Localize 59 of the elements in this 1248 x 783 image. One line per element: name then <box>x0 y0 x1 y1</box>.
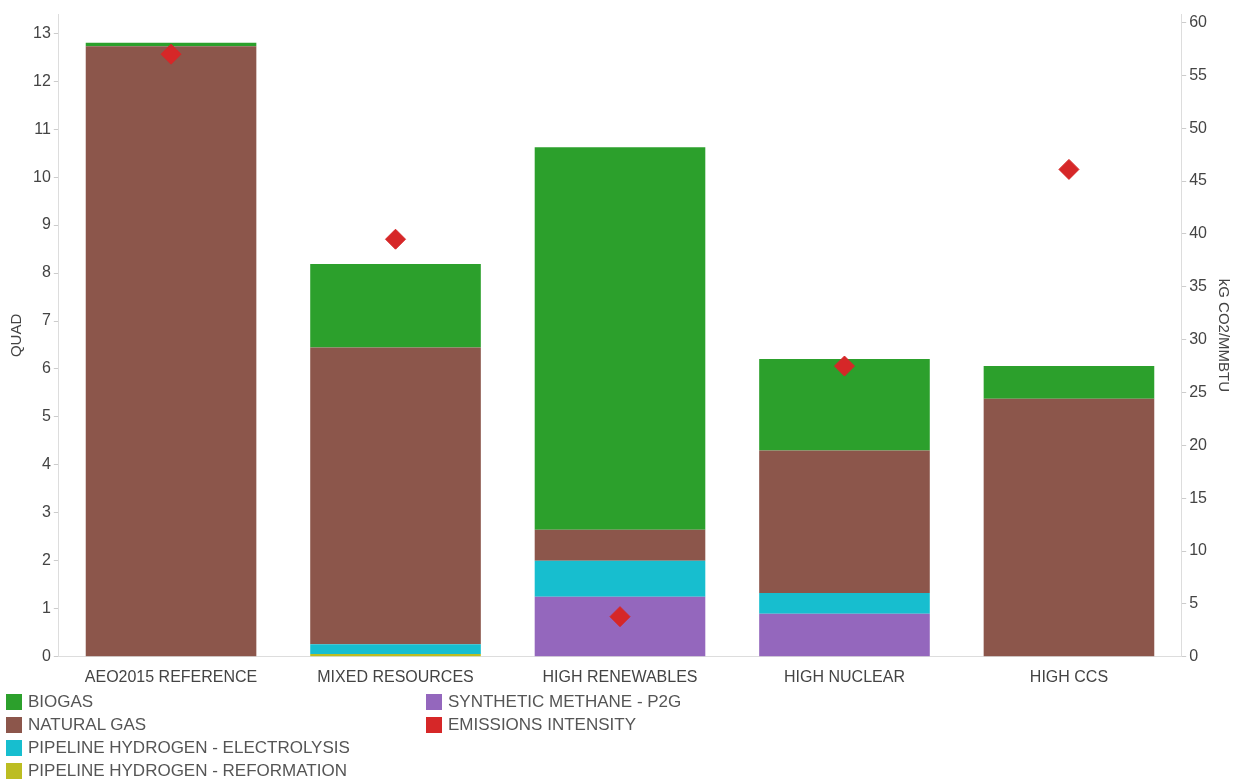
legend-label: PIPELINE HYDROGEN - ELECTROLYSIS <box>28 737 350 758</box>
bar <box>85 46 257 657</box>
y2-tick-label: 35 <box>1189 277 1208 295</box>
y2-tick-label: 40 <box>1189 224 1208 242</box>
x-tick-label: HIGH NUCLEAR <box>784 667 905 685</box>
bar <box>983 398 1155 657</box>
y-tick-label: 2 <box>41 551 51 569</box>
point <box>833 355 855 377</box>
bar <box>759 593 930 614</box>
legend-label: EMISSIONS INTENSITY <box>448 714 636 735</box>
legend-label: NATURAL GAS <box>28 714 147 735</box>
x-tick-label: HIGH RENEWABLES <box>542 667 698 685</box>
y-tick-label: 5 <box>41 407 51 425</box>
point <box>160 43 182 65</box>
bar <box>759 613 930 657</box>
bar <box>310 347 481 645</box>
y2-axis-title: kG CO2/MMBTU <box>1215 278 1233 393</box>
y2-tick-label: 25 <box>1189 382 1208 400</box>
legend-label: SYNTHETIC METHANE - P2G <box>448 691 682 712</box>
x-tick-label: MIXED RESOURCES <box>317 667 474 685</box>
y2-tick-label: 50 <box>1189 118 1208 136</box>
y2-tick-label: 10 <box>1189 541 1208 559</box>
y2-tick-label: 5 <box>1189 594 1199 612</box>
bar <box>534 596 706 657</box>
bar <box>310 263 481 348</box>
x-tick-label: HIGH CCS <box>1029 667 1109 685</box>
point <box>1058 158 1080 180</box>
y-axis-title: QUAD <box>7 313 25 358</box>
x-tick-label: AEO2015 REFERENCE <box>84 667 258 685</box>
y-tick-label: 4 <box>41 455 51 473</box>
y2-tick-label: 30 <box>1189 330 1208 348</box>
bar <box>534 560 706 597</box>
y2-tick-label: 0 <box>1189 647 1199 665</box>
point <box>609 606 631 628</box>
y2-tick-label: 45 <box>1189 171 1208 189</box>
y-tick-label: 10 <box>33 167 51 185</box>
y-tick-label: 11 <box>34 119 51 137</box>
legend-label: PIPELINE HYDROGEN - REFORMATION <box>28 760 347 781</box>
legend-label: BIOGAS <box>28 691 94 712</box>
y-tick-label: 8 <box>41 263 51 281</box>
y2-tick-label: 15 <box>1189 488 1208 506</box>
y-tick-label: 9 <box>41 215 51 233</box>
bar <box>534 147 706 530</box>
y-tick-label: 6 <box>41 359 51 377</box>
y-tick-label: 1 <box>41 599 51 617</box>
y-tick-label: 0 <box>41 647 51 665</box>
y-tick-label: 7 <box>41 311 51 329</box>
y-tick-label: 12 <box>33 71 51 89</box>
y2-tick-label: 20 <box>1189 435 1208 453</box>
y-tick-label: 3 <box>41 503 51 521</box>
y2-tick-label: 55 <box>1189 65 1208 83</box>
bar <box>310 644 481 654</box>
bar <box>534 529 706 561</box>
y2-tick-label: 60 <box>1189 12 1208 30</box>
point <box>385 228 407 250</box>
bar <box>759 358 930 451</box>
y-tick-label: 13 <box>33 23 51 41</box>
bar <box>759 450 930 593</box>
bar <box>983 366 1155 399</box>
